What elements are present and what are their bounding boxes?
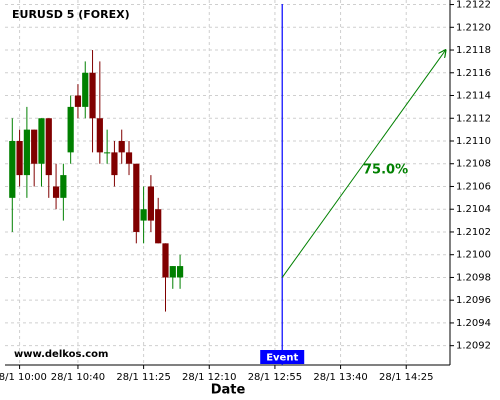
prediction-arrow xyxy=(281,50,445,278)
candle-body xyxy=(89,72,96,119)
event-label: Event xyxy=(266,353,298,364)
candle-body xyxy=(162,243,169,278)
x-tick-label: 28/1 13:40 xyxy=(313,372,367,383)
candle-body xyxy=(52,186,60,198)
x-tick-label: 28/1 14:25 xyxy=(379,372,433,383)
prediction-label: 75.0% xyxy=(363,163,408,178)
candle-body xyxy=(74,95,82,107)
y-tick-label: 1.2122 xyxy=(456,0,491,11)
y-tick-label: 1.2120 xyxy=(456,22,491,33)
candle-body xyxy=(82,72,89,107)
candle-body xyxy=(9,140,16,198)
candle-body xyxy=(31,129,38,164)
x-tick-label: 28/1 10:40 xyxy=(51,372,105,383)
candle-body xyxy=(67,106,74,153)
y-tick-label: 1.2108 xyxy=(456,159,491,170)
x-tick-label: 28/1 10:00 xyxy=(0,372,47,383)
candle-body xyxy=(38,118,45,164)
y-tick-label: 1.2112 xyxy=(456,113,491,124)
chart-title: EURUSD 5 (FOREX) xyxy=(12,8,130,21)
candle-body xyxy=(133,163,140,232)
y-tick-label: 1.2116 xyxy=(456,68,491,79)
candle-body xyxy=(155,209,162,244)
candle-body xyxy=(140,209,147,221)
y-tick-label: 1.2096 xyxy=(456,295,491,306)
candle-body xyxy=(45,118,52,176)
candle-body xyxy=(176,266,184,278)
watermark: www.delkos.com xyxy=(14,349,108,360)
x-tick-label: 28/1 11:25 xyxy=(116,372,170,383)
candle-body xyxy=(16,140,23,176)
y-tick-label: 1.2114 xyxy=(456,91,491,102)
y-tick-label: 1.2118 xyxy=(456,45,491,56)
y-tick-label: 1.2100 xyxy=(456,250,491,261)
candle-body xyxy=(125,152,133,164)
candle-body xyxy=(23,129,30,176)
x-axis-label: Date xyxy=(211,383,246,398)
y-tick-label: 1.2094 xyxy=(456,318,491,329)
x-tick-label: 28/1 12:55 xyxy=(248,372,302,383)
candle-body xyxy=(60,175,67,198)
candle-body xyxy=(104,152,111,154)
candle-body xyxy=(96,118,103,153)
candle-body xyxy=(147,186,155,221)
y-tick-label: 1.2092 xyxy=(456,341,491,352)
x-tick-label: 28/1 12:10 xyxy=(182,372,236,383)
y-tick-label: 1.2110 xyxy=(456,136,491,147)
candle-body xyxy=(169,266,176,278)
event-label-box xyxy=(260,350,305,364)
y-tick-label: 1.2098 xyxy=(456,272,491,283)
y-tick-label: 1.2106 xyxy=(456,181,491,192)
y-tick-label: 1.2104 xyxy=(456,204,491,215)
candle-body xyxy=(111,152,118,176)
y-tick-label: 1.2102 xyxy=(456,227,491,238)
candle-body xyxy=(118,140,125,153)
